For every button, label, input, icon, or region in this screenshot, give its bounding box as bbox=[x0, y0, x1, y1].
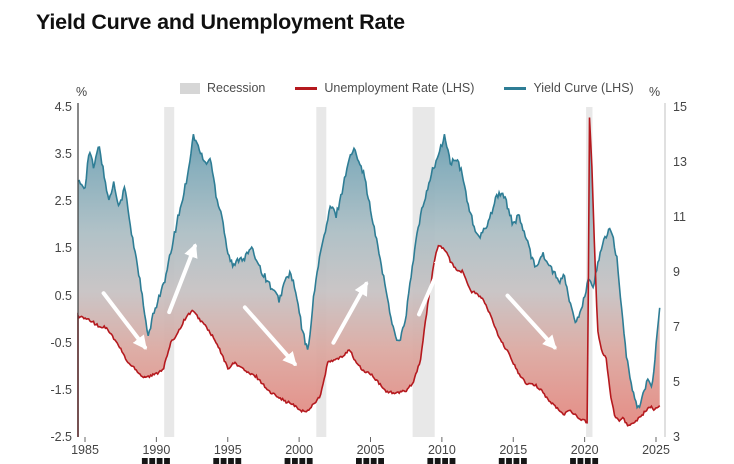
cropped-footer-fragment bbox=[513, 458, 520, 464]
trend-arrow-up-right bbox=[331, 281, 369, 345]
cropped-footer-fragment bbox=[235, 458, 242, 464]
trend-arrow-up-right bbox=[167, 243, 198, 315]
unemployment-rate-line bbox=[77, 117, 661, 437]
cropped-footer-fragment bbox=[370, 458, 377, 464]
cropped-footer-fragment bbox=[299, 458, 306, 464]
legend-item-recession: Recession bbox=[180, 81, 265, 95]
cropped-footer-fragment bbox=[434, 458, 441, 464]
trend-arrow-up-right bbox=[417, 252, 447, 317]
cropped-footer-fragment bbox=[592, 458, 599, 464]
trend-arrow-down-right bbox=[505, 293, 557, 350]
legend-label-unemployment: Unemployment Rate (LHS) bbox=[324, 81, 475, 95]
cropped-footer-fragment bbox=[220, 458, 227, 464]
cropped-footer-fragment bbox=[306, 458, 313, 464]
cropped-footer-fragment bbox=[156, 458, 163, 464]
legend-item-unemployment: Unemployment Rate (LHS) bbox=[295, 81, 474, 95]
legend-item-yield: Yield Curve (LHS) bbox=[504, 81, 634, 95]
yield-curve-line bbox=[77, 134, 661, 410]
trend-arrow-down-right bbox=[101, 291, 147, 350]
cropped-footer-fragment bbox=[284, 458, 291, 464]
cropped-footer-fragment bbox=[378, 458, 384, 464]
cropped-footer-fragment bbox=[584, 458, 591, 464]
trend-arrow-down-right bbox=[242, 305, 297, 367]
cropped-footer-fragment bbox=[449, 458, 456, 464]
legend-label-yield: Yield Curve (LHS) bbox=[533, 81, 634, 95]
cropped-footer-fragment bbox=[149, 458, 156, 464]
cropped-footer-fragment bbox=[498, 458, 505, 464]
cropped-footer-fragment bbox=[577, 458, 584, 464]
cropped-footer-fragment bbox=[442, 458, 448, 464]
cropped-footer-fragment bbox=[213, 458, 220, 464]
unemployment-line-swatch bbox=[295, 86, 318, 90]
cropped-footer-fragment bbox=[506, 458, 512, 464]
cropped-footer-fragment bbox=[292, 458, 298, 464]
cropped-footer-fragment bbox=[521, 458, 527, 464]
cropped-footer-fragment bbox=[356, 458, 362, 464]
cropped-footer-fragment bbox=[164, 458, 170, 464]
recession-swatch bbox=[180, 82, 200, 94]
yield-line-swatch bbox=[504, 86, 527, 90]
page-title: Yield Curve and Unemployment Rate bbox=[36, 10, 405, 34]
cropped-footer-fragment bbox=[228, 458, 234, 464]
cropped-footer-fragment bbox=[570, 458, 576, 464]
cropped-footer-fragment bbox=[141, 458, 148, 464]
gradient-area-fill bbox=[78, 117, 660, 426]
legend-label-recession: Recession bbox=[207, 81, 266, 95]
chart-legend: Recession Unemployment Rate (LHS) Yield … bbox=[180, 81, 634, 95]
cropped-footer-fragment bbox=[363, 458, 370, 464]
cropped-footer-fragment bbox=[427, 458, 434, 464]
